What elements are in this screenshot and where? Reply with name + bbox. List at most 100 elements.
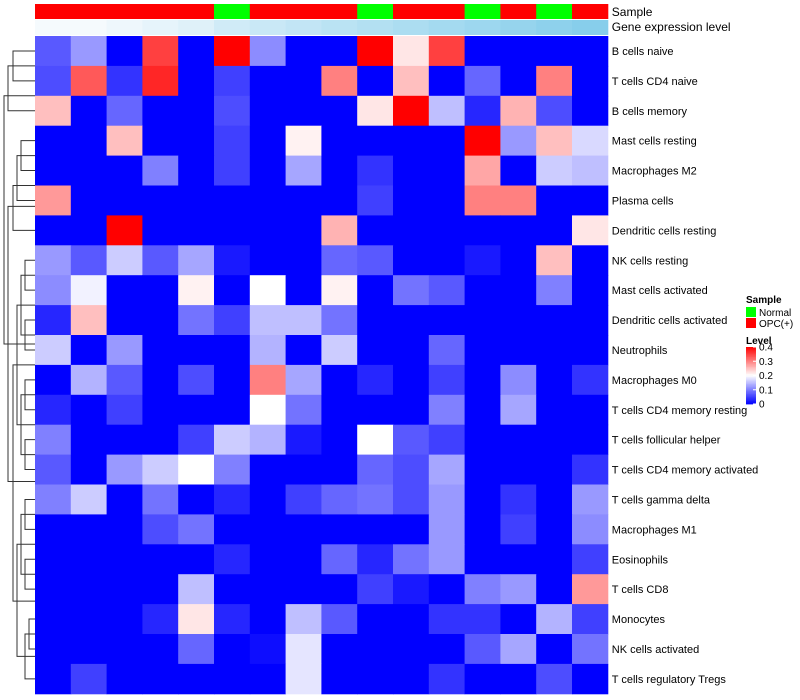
row-label: T cells CD4 naive <box>612 76 698 88</box>
heatmap-cell <box>142 305 179 336</box>
expression-annotation-cell <box>142 20 179 35</box>
heatmap-cell <box>536 65 573 97</box>
heatmap-cell <box>393 95 430 127</box>
heatmap-cell <box>500 185 537 216</box>
heatmap-cell <box>572 484 609 515</box>
expression-annotation-cell <box>428 20 466 35</box>
heatmap-cell <box>249 454 287 485</box>
heatmap-cell <box>321 245 358 276</box>
heatmap-cell <box>249 663 287 695</box>
heatmap-cell <box>70 394 108 426</box>
heatmap-cell <box>428 65 466 97</box>
heatmap-cell <box>106 36 143 67</box>
heatmap-cell <box>536 394 573 426</box>
heatmap-cell <box>500 454 537 485</box>
colorbar-segment <box>746 358 756 361</box>
expression-annotation-track <box>35 20 609 35</box>
heatmap-cell <box>106 514 143 545</box>
heatmap-cell <box>536 155 573 186</box>
sample-annotation-cell <box>285 4 322 19</box>
heatmap-cell <box>106 424 143 456</box>
heatmap-cell <box>70 364 108 396</box>
heatmap-cell <box>464 245 501 276</box>
sample-annotation-cell <box>249 4 287 19</box>
heatmap-cell <box>142 155 179 186</box>
heatmap-cell <box>464 36 501 67</box>
heatmap-cell <box>70 305 108 336</box>
heatmap-cell <box>321 634 358 665</box>
heatmap-cell <box>285 424 322 456</box>
heatmap-cell <box>35 394 72 426</box>
colorbar-segment <box>746 385 756 388</box>
colorbar-segment <box>746 368 756 371</box>
row-labels: B cells naive T cells CD4 naive B cells me… <box>612 46 759 686</box>
expression-annotation-label: Gene expression level <box>612 20 731 34</box>
row-label: Macrophages M1 <box>612 524 697 536</box>
heatmap-cell <box>106 544 143 575</box>
heatmap-cell <box>428 663 466 695</box>
colorbar-segment <box>746 359 756 362</box>
heatmap-cell <box>285 394 322 426</box>
heatmap-cell <box>428 544 466 575</box>
colorbar-segment <box>746 347 756 349</box>
heatmap-cell <box>106 155 143 186</box>
heatmap-cell <box>393 514 430 545</box>
heatmap-cell <box>500 663 537 695</box>
heatmap-cell <box>428 484 466 515</box>
expression-annotation-cell <box>285 20 322 35</box>
heatmap-cell <box>536 36 573 67</box>
heatmap-cell <box>357 574 394 605</box>
heatmap-cell <box>536 245 573 276</box>
colorbar-segment <box>746 401 756 403</box>
heatmap-cell <box>572 424 609 456</box>
sample-annotation-cell <box>35 4 72 19</box>
heatmap-cell <box>214 634 251 665</box>
heatmap-cell <box>106 604 143 635</box>
heatmap-cell <box>249 36 287 67</box>
colorbar-segment <box>746 369 756 372</box>
colorbar-segment <box>746 356 756 359</box>
heatmap-cell <box>393 663 430 695</box>
heatmap-cell <box>357 634 394 665</box>
colorbar-tick-label: 0 <box>759 400 765 411</box>
row-label: Dendritic cells activated <box>612 315 728 327</box>
heatmap-cell <box>393 245 430 276</box>
heatmap-cell <box>178 275 215 306</box>
legend-sample-title: Sample <box>746 295 782 306</box>
colorbar-segment <box>746 366 756 369</box>
colorbar-segment <box>746 352 756 355</box>
heatmap-cell <box>106 574 143 605</box>
heatmap-cell <box>321 364 358 396</box>
heatmap-cell <box>35 634 72 665</box>
sample-annotation-cell <box>321 4 358 19</box>
heatmap-cell <box>35 604 72 635</box>
colorbar-segment <box>746 371 756 374</box>
heatmap-cell <box>464 454 501 485</box>
dendrogram-branch <box>7 65 35 112</box>
heatmap-cell <box>142 484 179 515</box>
heatmap-cell <box>321 65 358 97</box>
heatmap-cell <box>178 335 215 366</box>
heatmap-cell <box>321 663 358 695</box>
row-label: Mast cells activated <box>612 285 708 297</box>
heatmap-cell <box>500 275 537 306</box>
heatmap-cell <box>393 305 430 336</box>
heatmap-cell <box>572 634 609 665</box>
heatmap-cell <box>178 95 215 127</box>
sample-annotation-cell <box>106 4 143 19</box>
heatmap-cell <box>500 544 537 575</box>
heatmap-cell <box>572 663 609 695</box>
legend-opc-label: OPC(+) <box>759 319 793 330</box>
heatmap-cell <box>393 215 430 246</box>
heatmap-cell <box>70 574 108 605</box>
heatmap-cell <box>500 394 537 426</box>
heatmap-cell <box>464 544 501 575</box>
colorbar-segment <box>746 348 756 351</box>
heatmap-cell <box>106 245 143 276</box>
row-label: Eosinophils <box>612 554 669 566</box>
heatmap-cell <box>428 574 466 605</box>
colorbar-tick-label: 0.4 <box>759 343 773 354</box>
heatmap-cell <box>500 36 537 67</box>
heatmap-cell <box>285 275 322 306</box>
heatmap-cell <box>178 215 215 246</box>
